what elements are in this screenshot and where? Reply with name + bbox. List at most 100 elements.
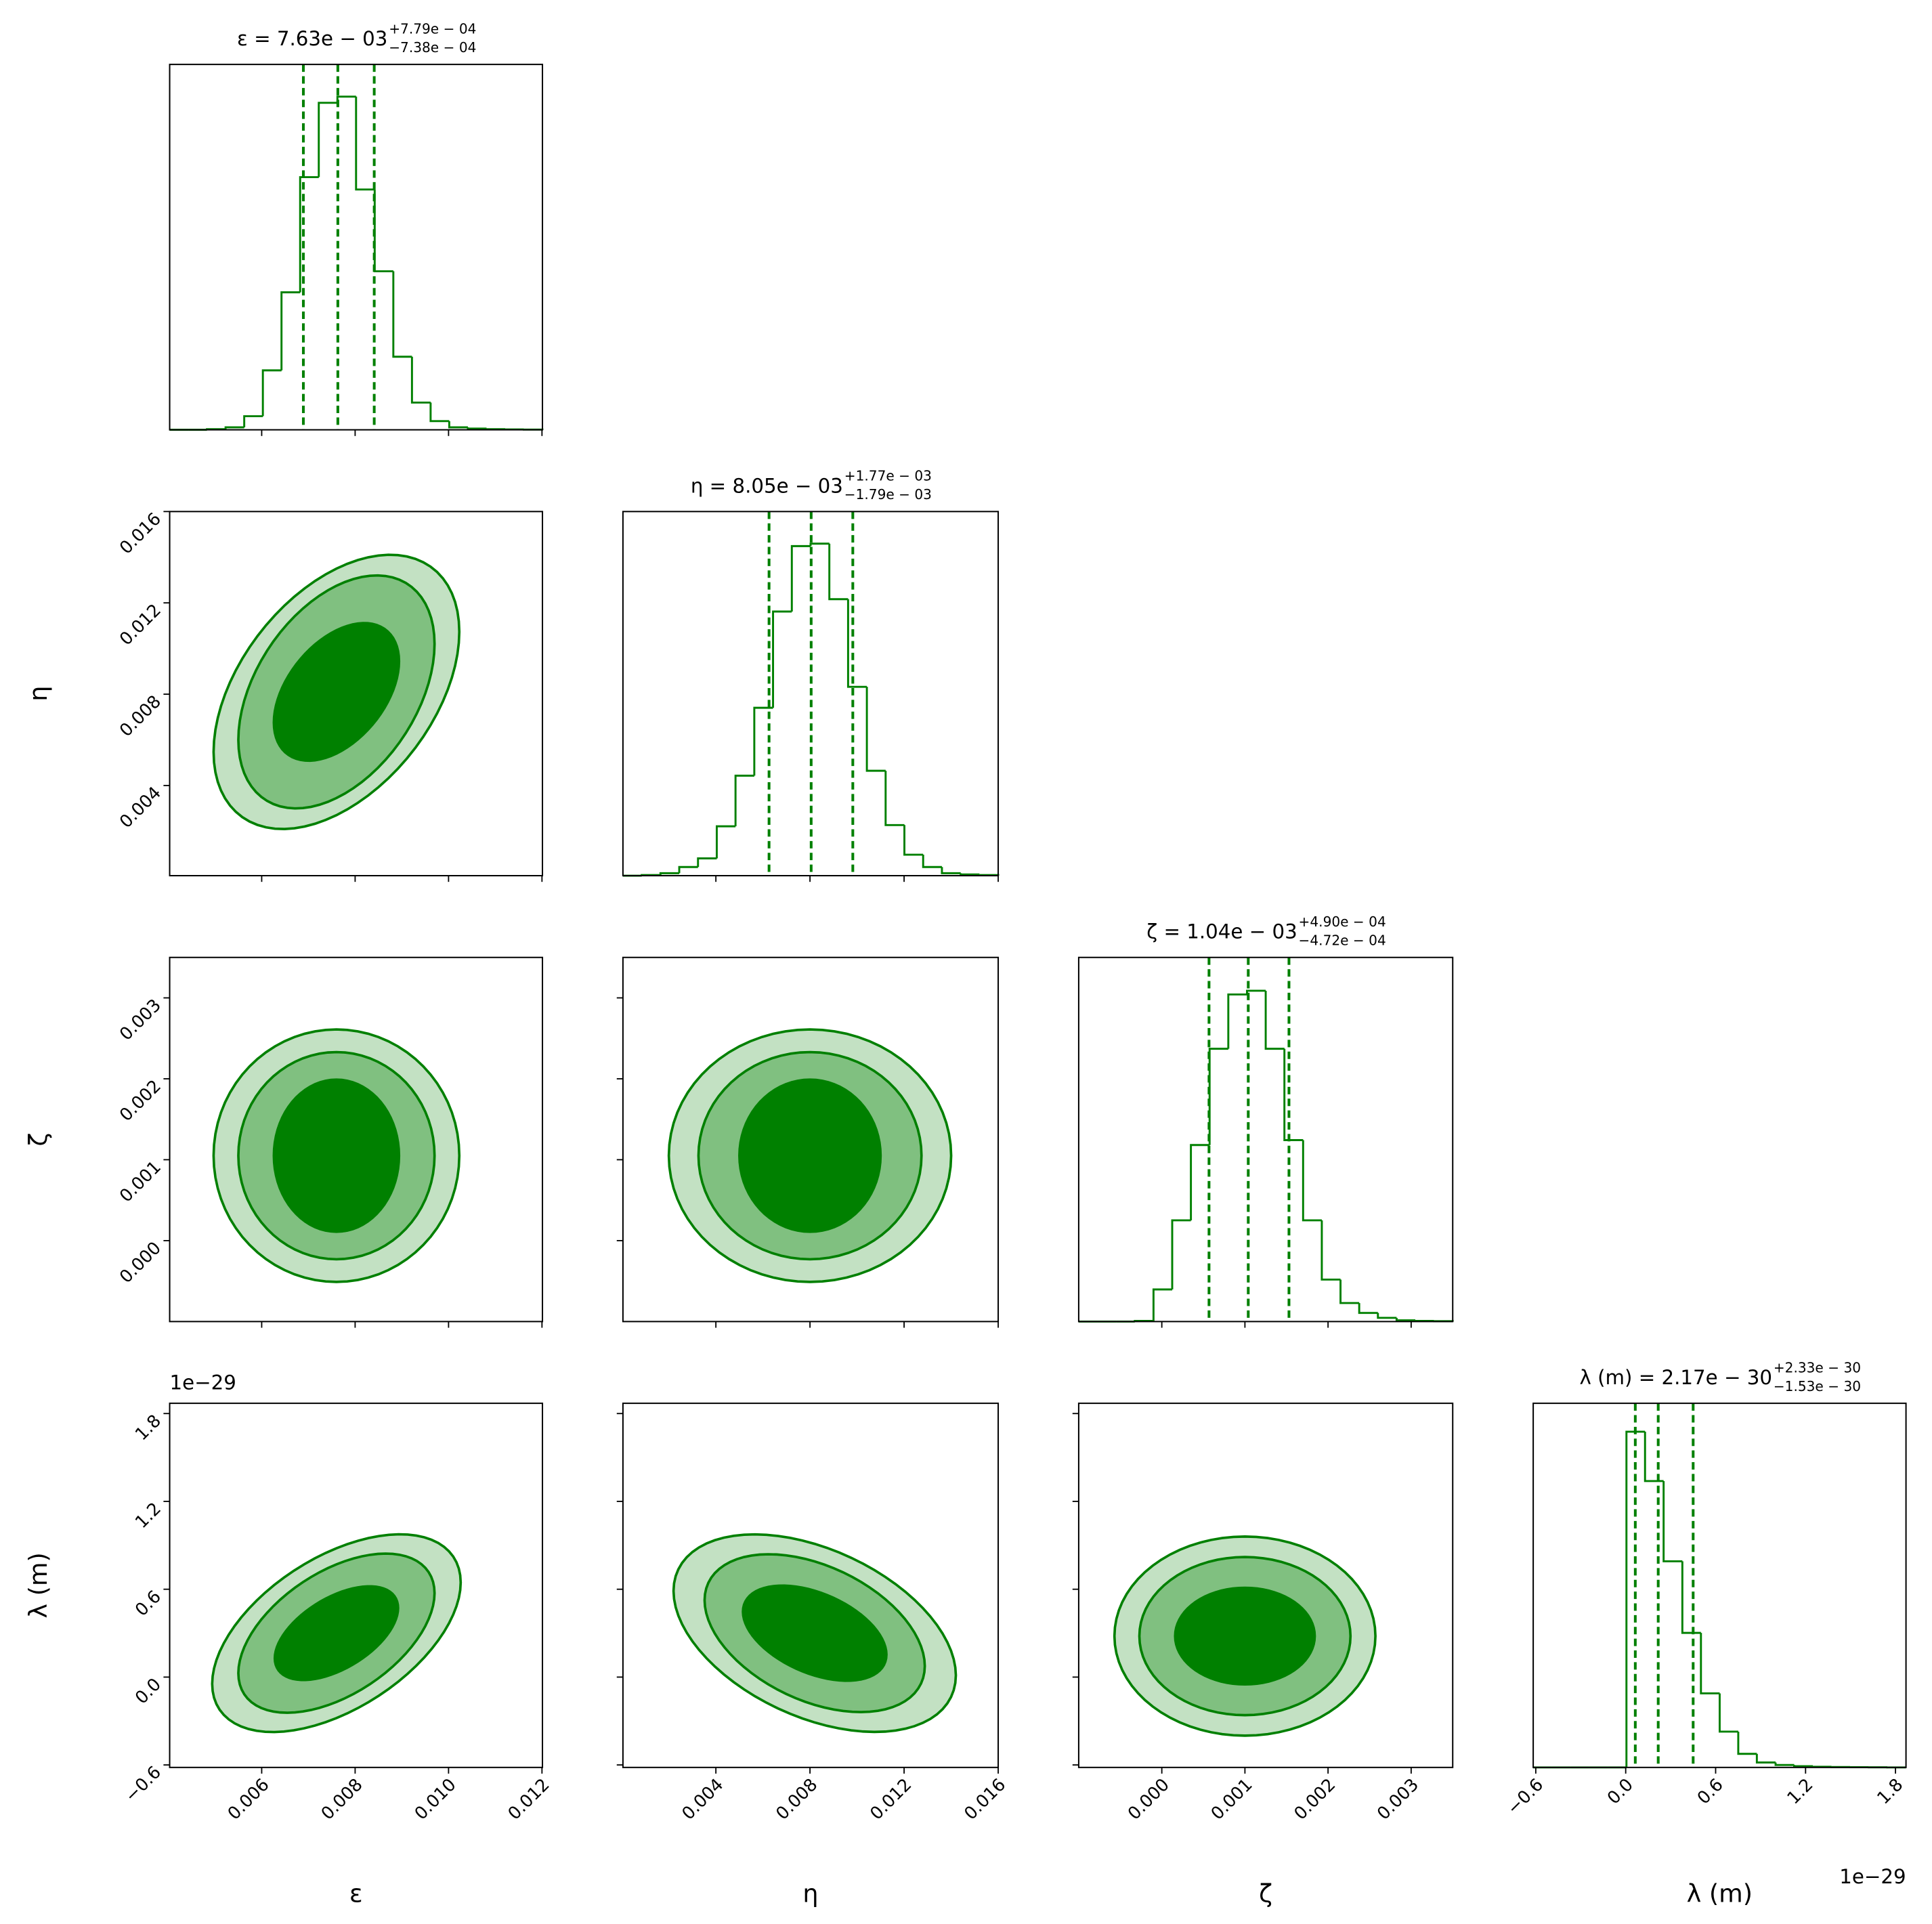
hist-bin <box>1644 1432 1664 1482</box>
hist-bin <box>697 857 717 868</box>
title-lower: −1.79e − 03 <box>844 486 932 503</box>
panel-frame <box>169 1403 544 1768</box>
y-axis-label: ζ <box>24 1133 53 1147</box>
hist-bin <box>280 291 301 370</box>
hist-bin <box>809 542 830 547</box>
title-upper: +1.77e − 03 <box>844 468 932 484</box>
hist-bin <box>1208 1048 1228 1145</box>
panel-title: ε = 7.63e − 03 <box>237 27 387 50</box>
y-tick-label: 0.6 <box>131 1587 165 1621</box>
title-upper: +2.33e − 30 <box>1774 1359 1861 1375</box>
hist-bin <box>1264 990 1285 1050</box>
y-axis-label: λ (m) <box>24 1552 53 1618</box>
hist-bin <box>1737 1731 1757 1755</box>
x-tick-label: 0.016 <box>960 1774 1010 1824</box>
hist-bin <box>299 176 319 293</box>
x-tick-label: 0.004 <box>678 1774 727 1824</box>
contour-level <box>738 1078 882 1233</box>
hist-bin <box>941 867 961 874</box>
x-tick-label: 0.0 <box>1604 1774 1637 1808</box>
contour-level <box>742 1584 888 1682</box>
x-axis-label: λ (m) <box>1687 1879 1753 1908</box>
hist-bin <box>1718 1693 1738 1733</box>
hist-bin <box>1321 1220 1341 1281</box>
contour-level <box>1174 1586 1316 1686</box>
hist-bin <box>373 189 393 273</box>
hist-bin <box>772 610 792 708</box>
hist-bin <box>734 774 754 827</box>
hist-bin <box>678 865 698 874</box>
hist-bin <box>1395 1317 1416 1322</box>
y-tick-label: 0.016 <box>116 509 165 558</box>
hist-bin <box>715 825 736 859</box>
x-tick-label: 0.6 <box>1694 1774 1727 1808</box>
hist-bin <box>1625 1430 1646 1768</box>
hist-bin <box>1358 1303 1378 1314</box>
x-tick-label: 0.006 <box>224 1774 274 1824</box>
x-axis-label: ζ <box>1259 1879 1272 1908</box>
x-tick-label: 0.012 <box>866 1774 916 1824</box>
y-tick-label: 0.008 <box>116 691 165 741</box>
y-tick-label: 0.002 <box>116 1076 165 1126</box>
hist-bin <box>884 771 905 826</box>
hist-bin <box>1302 1140 1322 1222</box>
hist-bin <box>1152 1288 1173 1321</box>
panel-frame <box>169 64 544 431</box>
hist-bin <box>828 543 849 601</box>
y-tick-label: 0.001 <box>116 1157 165 1206</box>
hist-bin <box>1681 1561 1701 1634</box>
hist-bin <box>1171 1219 1191 1290</box>
panel-frame <box>1532 1403 1907 1768</box>
hist-bin <box>1811 1766 1832 1768</box>
hist-bin <box>790 544 811 612</box>
contour-level <box>272 1078 401 1233</box>
hist-bin <box>448 421 468 429</box>
hist-bin <box>1774 1762 1795 1766</box>
hist-bin <box>318 102 338 177</box>
hist-bin <box>429 402 450 423</box>
hist-bin <box>659 872 680 876</box>
hist-bin <box>1339 1279 1360 1304</box>
hist-bin <box>1283 1048 1304 1141</box>
hist-bin <box>1190 1144 1210 1220</box>
hist-bin <box>1662 1480 1683 1562</box>
panel-frame <box>1077 956 1454 1323</box>
hist-bin <box>960 873 980 876</box>
hist-bin <box>1377 1312 1397 1319</box>
panel-title: ζ = 1.04e − 03 <box>1146 920 1297 943</box>
panel-title: η = 8.05e − 03 <box>691 474 843 497</box>
hist-bin <box>392 271 412 358</box>
x-tick-label: 0.000 <box>1124 1774 1174 1824</box>
hist-bin <box>410 356 431 404</box>
contour-level <box>273 1585 400 1682</box>
hist-bin <box>903 825 924 856</box>
x-offset-label: 1e−29 <box>1839 1865 1906 1888</box>
x-tick-label: 0.010 <box>411 1774 460 1824</box>
y-tick-label: 1.2 <box>131 1499 165 1533</box>
title-upper: +7.79e − 04 <box>389 20 476 37</box>
x-tick-label: 0.008 <box>318 1774 367 1824</box>
contour-level <box>272 622 401 763</box>
hist-bin <box>846 599 867 688</box>
x-axis-label: η <box>802 1879 818 1908</box>
hist-bin <box>336 95 356 103</box>
y-tick-label: 0.000 <box>116 1238 165 1287</box>
y-tick-label: 0.004 <box>116 783 165 832</box>
hist-bin <box>1793 1765 1813 1768</box>
hist-bin <box>1755 1753 1776 1763</box>
x-tick-label: 0.012 <box>505 1774 554 1824</box>
title-lower: −1.53e − 30 <box>1774 1378 1861 1394</box>
panel-title: λ (m) = 2.17e − 30 <box>1580 1366 1772 1389</box>
y-tick-label: 0.0 <box>131 1674 165 1708</box>
x-tick-label: 1.8 <box>1873 1774 1907 1808</box>
hist-bin <box>753 706 773 776</box>
hist-bin <box>224 426 244 429</box>
x-tick-label: 0.001 <box>1207 1774 1257 1824</box>
y-tick-label: 0.003 <box>116 995 165 1044</box>
hist-bin <box>865 687 886 772</box>
x-tick-label: 1.2 <box>1784 1774 1818 1808</box>
title-lower: −4.72e − 04 <box>1299 932 1386 948</box>
title-upper: +4.90e − 04 <box>1299 914 1386 930</box>
y-tick-label: −0.6 <box>121 1762 165 1806</box>
